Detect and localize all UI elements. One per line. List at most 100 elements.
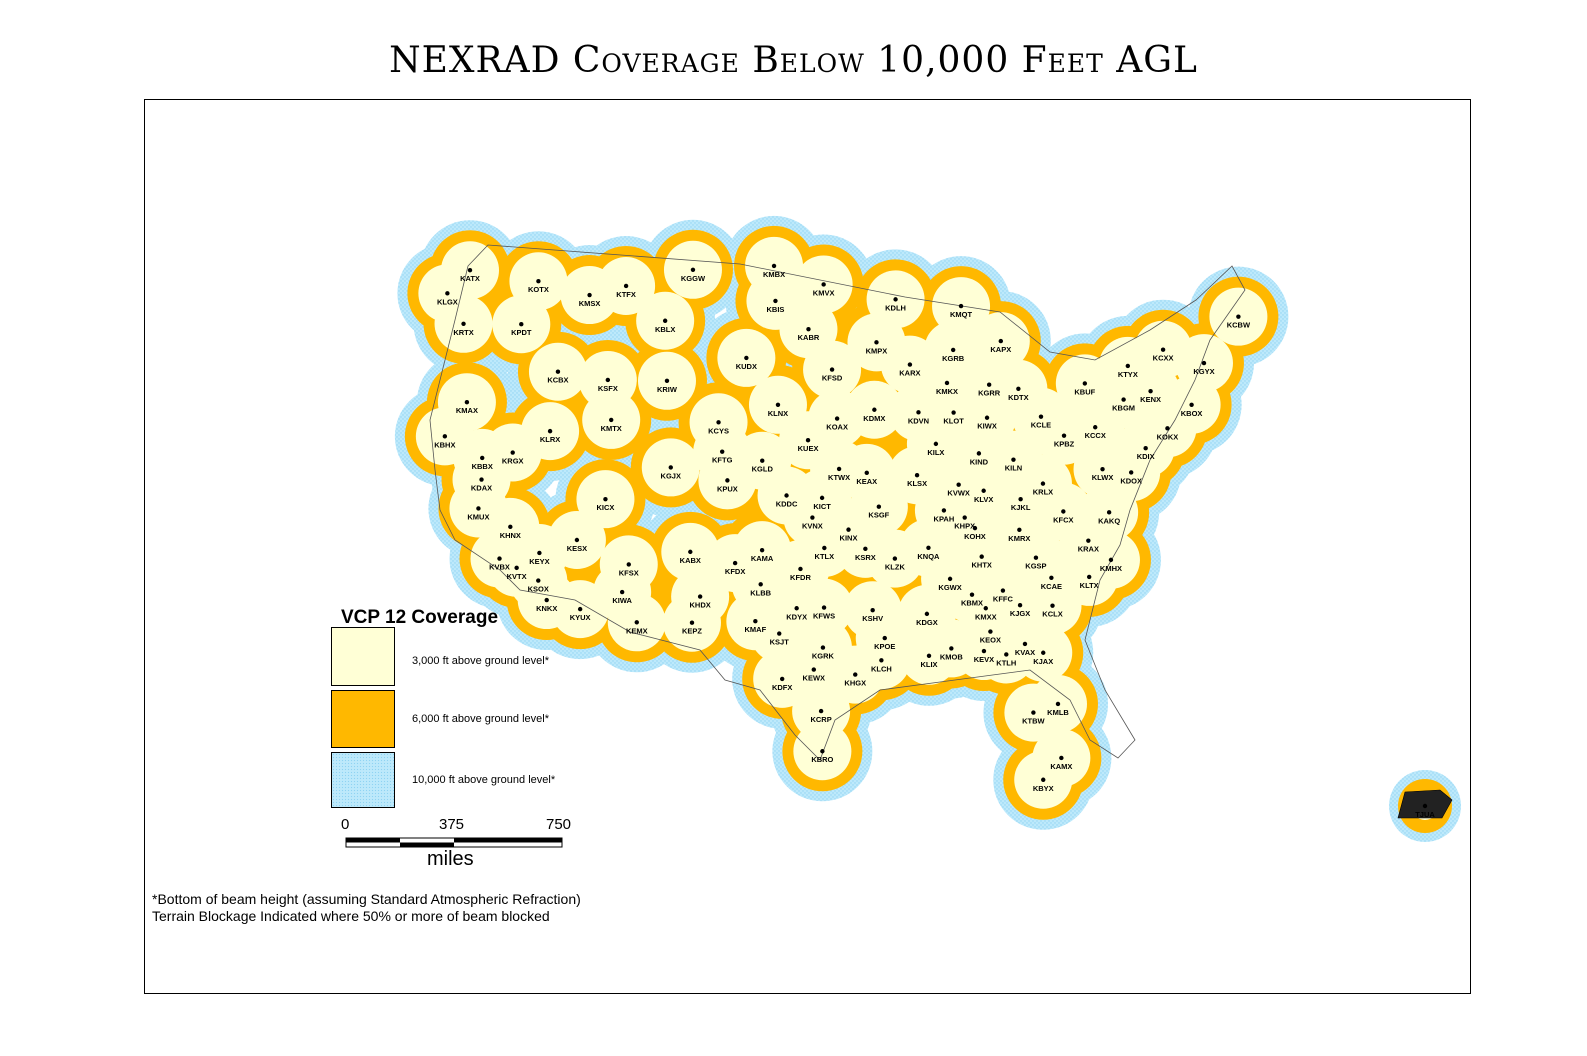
- legend-swatch-6000ft: [331, 690, 395, 748]
- station-label-kbro: KBRO: [811, 755, 833, 764]
- station-label-katx: KATX: [460, 274, 480, 283]
- station-label-kdfx: KDFX: [772, 683, 792, 692]
- station-label-kabx: KABX: [680, 556, 701, 565]
- station-marker-kggw: [690, 267, 696, 272]
- station-marker-kjgx: [1017, 603, 1023, 608]
- station-label-kmvx: KMVX: [813, 288, 835, 297]
- station-marker-kokx: [1165, 426, 1170, 431]
- station-label-khgx: KHGX: [844, 679, 866, 688]
- station-marker-kbyx: [1041, 777, 1046, 782]
- station-label-kotx: KOTX: [528, 285, 549, 294]
- station-marker-katx: [467, 268, 473, 273]
- station-marker-kudx: [744, 355, 749, 361]
- station-label-kdox: KDOX: [1120, 476, 1142, 485]
- station-label-kclx: KCLX: [1042, 610, 1062, 619]
- station-marker-ktbw: [1031, 710, 1036, 715]
- scale-tick-375: 375: [439, 816, 465, 833]
- station-marker-kesx: [574, 537, 580, 543]
- station-marker-kinx: [846, 527, 851, 532]
- station-label-kdmx: KDMX: [863, 414, 885, 423]
- station-label-ksfx: KSFX: [598, 384, 618, 393]
- station-label-klix: KLIX: [920, 660, 937, 669]
- station-marker-khnx: [508, 524, 513, 530]
- station-marker-klot: [951, 410, 956, 415]
- station-label-kbhx: KBHX: [434, 440, 455, 449]
- station-marker-kemx: [634, 620, 639, 625]
- station-marker-kfdx: [732, 560, 738, 566]
- station-label-kbuf: KBUF: [1074, 387, 1095, 396]
- station-label-klzk: KLZK: [885, 563, 906, 572]
- station-label-krgx: KRGX: [502, 457, 524, 466]
- station-marker-kcys: [716, 420, 721, 425]
- station-marker-kclx: [1050, 603, 1055, 608]
- station-marker-ktyx: [1125, 363, 1131, 369]
- station-marker-ksfx: [605, 377, 611, 383]
- station-label-khtx: KHTX: [971, 561, 991, 570]
- station-label-kuex: KUEX: [798, 444, 819, 453]
- station-marker-kdgx: [924, 611, 930, 617]
- station-label-kilx: KILX: [927, 448, 944, 457]
- station-label-kmbx: KMBX: [763, 270, 785, 279]
- station-label-kcbw: KCBW: [1227, 321, 1251, 330]
- station-marker-kotx: [536, 279, 541, 284]
- station-label-kpoe: KPOE: [874, 642, 895, 651]
- station-marker-ksjt: [777, 631, 782, 636]
- station-label-kbyx: KBYX: [1033, 784, 1054, 793]
- station-marker-kmob: [949, 646, 954, 651]
- legend-swatch-3000ft: [331, 627, 395, 686]
- station-label-kokx: KOKX: [1157, 432, 1179, 441]
- station-label-kohx: KOHX: [964, 532, 986, 541]
- station-marker-knkx: [544, 597, 549, 603]
- station-marker-kdmx: [872, 407, 877, 412]
- station-marker-kevx: [981, 648, 987, 654]
- station-marker-kftg: [719, 449, 725, 454]
- beam-height-note: *Bottom of beam height (assuming Standar…: [152, 891, 581, 907]
- station-label-kmtx: KMTX: [601, 424, 622, 433]
- station-label-kemx: KEMX: [626, 626, 648, 635]
- station-label-kakq: KAKQ: [1098, 516, 1120, 525]
- station-label-kpux: KPUX: [717, 484, 738, 493]
- station-label-kmhx: KMHX: [1100, 564, 1122, 573]
- station-marker-kapx: [998, 338, 1004, 344]
- station-label-kcys: KCYS: [708, 426, 729, 435]
- station-marker-kfcx: [1061, 509, 1066, 514]
- legend-label-3000ft: 3,000 ft above ground level*: [412, 655, 549, 667]
- station-label-ksjt: KSJT: [770, 638, 790, 647]
- station-label-kcxx: KCXX: [1153, 354, 1174, 363]
- station-label-ktyx: KTYX: [1118, 370, 1138, 379]
- station-marker-kgjx: [668, 465, 673, 470]
- station-marker-kdax: [479, 477, 484, 482]
- station-marker-kabr: [806, 326, 811, 332]
- station-label-krlx: KRLX: [1033, 488, 1053, 497]
- station-label-kpah: KPAH: [934, 514, 955, 523]
- station-label-kmux: KMUX: [467, 512, 489, 521]
- station-label-kenx: KENX: [1140, 395, 1161, 404]
- station-marker-kshv: [870, 608, 875, 613]
- station-marker-kltx: [1086, 574, 1092, 580]
- station-label-kjkl: KJKL: [1011, 503, 1031, 512]
- station-marker-kfsd: [829, 367, 835, 372]
- station-label-kabr: KABR: [798, 333, 820, 342]
- station-marker-kbro: [820, 749, 825, 754]
- station-marker-kmpx: [874, 340, 879, 345]
- station-label-kmaf: KMAF: [745, 625, 767, 634]
- station-marker-kbbx: [480, 455, 485, 461]
- station-marker-kriw: [664, 378, 670, 384]
- station-label-kgsp: KGSP: [1025, 562, 1046, 571]
- station-label-khpx: KHPX: [954, 522, 975, 531]
- station-marker-kcxx: [1160, 347, 1166, 352]
- station-marker-kakq: [1106, 510, 1112, 515]
- station-label-krax: KRAX: [1078, 545, 1099, 554]
- station-label-kmkx: KMKX: [936, 387, 958, 396]
- station-marker-kmkx: [944, 380, 950, 386]
- station-label-kmpx: KMPX: [866, 346, 888, 355]
- station-label-koax: KOAX: [826, 423, 848, 432]
- station-label-kgld: KGLD: [752, 465, 774, 474]
- station-label-kpdt: KPDT: [511, 328, 532, 337]
- station-label-kdlh: KDLH: [885, 303, 906, 312]
- station-label-kepz: KEPZ: [682, 627, 702, 636]
- station-label-knqa: KNQA: [917, 552, 940, 561]
- station-marker-klch: [879, 658, 884, 663]
- station-marker-klsx: [914, 473, 920, 478]
